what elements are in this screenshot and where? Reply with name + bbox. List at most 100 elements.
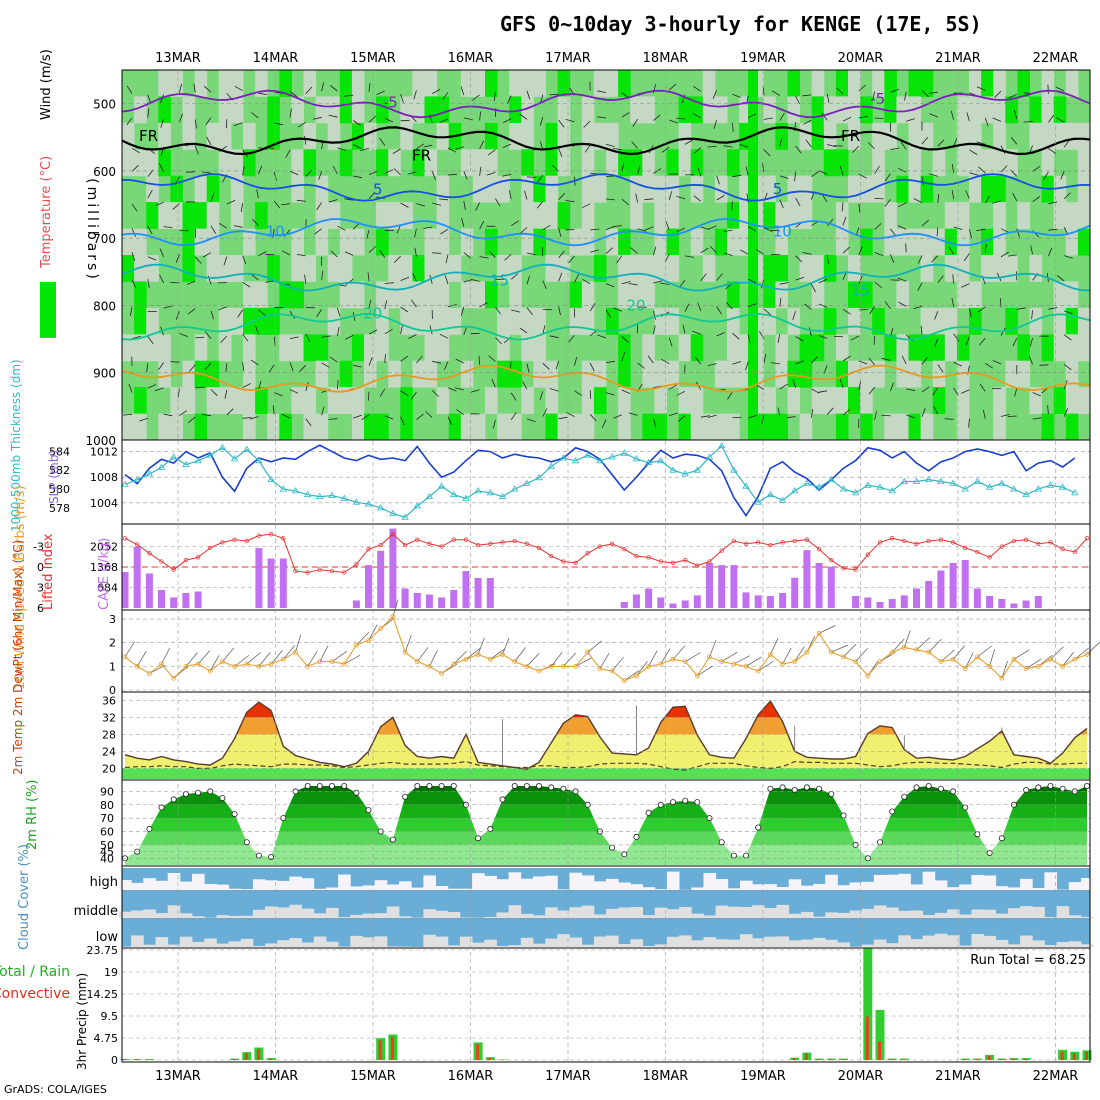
day-label-top: 19MAR [740,51,786,66]
rh-cell [1029,122,1043,150]
wind-barb [542,362,550,370]
wind-barb [852,145,860,153]
wind-barb [811,408,814,418]
thickness-point [632,455,641,462]
wind-barb [470,389,480,393]
wind-barb [233,122,243,126]
wind-barb [400,276,410,281]
precip-convective-bar [963,1059,967,1060]
rh-cell [678,387,692,414]
temp-area-mid [236,701,1087,735]
wind-barb [551,164,559,172]
rh-cell [654,307,667,335]
rh-cell [267,413,280,441]
wind-barb [384,415,394,420]
cloud-high-cell [472,873,485,890]
cloud-low-cell [691,940,704,947]
lifted-index-point [378,542,383,548]
wind10m-point [999,675,1005,681]
wind10m-point [719,659,725,664]
cloud-high-cell [143,878,156,890]
rh-cell [243,413,256,441]
wind-barb [976,86,986,91]
wind10m-barb [136,650,147,667]
rh-cell [956,413,970,441]
li-tick-label: 0 [37,561,44,574]
wind-barb [978,166,986,174]
wind-barb [613,414,622,419]
wind-barb [574,390,583,396]
wind-barb [163,413,173,417]
rh-cell [581,307,595,335]
rh-cell [351,413,365,441]
rh-cell [763,202,776,229]
cloud-low-cell [1020,935,1033,947]
wind-barb [953,387,959,396]
wind10m-barb [563,652,576,667]
lifted-index-point [719,548,724,553]
wind-barb [305,333,311,343]
cloud-middle-cell [581,905,595,918]
cloud-low-cell [447,945,461,947]
wind-barb [792,379,796,389]
rh-cell [315,360,329,388]
wind-barb [984,117,989,127]
wind-barb [1063,408,1069,417]
rh-cell [618,149,631,177]
rh-cell [799,175,813,203]
rh-cell [654,360,667,388]
rh-cell [618,334,631,362]
wind-barb [897,202,907,208]
rh-cell [969,149,982,177]
wind-barb [1016,307,1026,310]
thickness-point [1046,481,1055,488]
wind-barb [1007,415,1017,417]
rh2m-point [1035,784,1042,791]
rh-cell [400,413,413,441]
rh-cell [775,334,788,362]
rh-cell [182,202,196,229]
thickness-point [596,457,604,464]
wind-barb [210,225,217,234]
wind-barb [455,146,464,150]
wind-barb [1048,228,1058,231]
wind-barb [289,362,294,371]
rh-cell [884,228,897,256]
wind-barb [811,388,820,394]
wind10m-barb [928,639,942,653]
thickness-point [389,509,397,516]
rh-cell [327,202,341,229]
rh-cell [787,96,801,124]
rh2m-point [475,835,482,842]
wind10m-barb [587,640,603,653]
wind-barb [316,309,322,318]
wind-barb [676,227,686,233]
wind10m-point [585,649,591,655]
wind-barb [1063,334,1072,341]
wind-barb [992,200,1002,204]
rh-cell [884,334,897,362]
wind-barb [187,308,196,315]
cloud-middle-cell [386,906,400,918]
wind10m-barb [392,599,399,617]
isotherm-10 [121,217,1091,247]
rh-cell [1077,307,1091,335]
thickness-point [693,466,702,473]
wind-barb [969,149,978,155]
wind-barb [867,142,875,150]
lifted-index-point [293,568,298,574]
thickness-point [523,479,531,486]
wind-barb [539,116,544,126]
wind-barb [732,122,734,132]
cloud-low-cell [715,939,729,947]
day-label-bottom: 17MAR [545,1069,591,1084]
wind-barb [147,279,150,289]
cloud-low-cell [228,941,242,947]
wind-barb [669,119,678,124]
wind-barb [366,230,370,239]
wind-barb [479,221,484,230]
cloud-level-low: low [96,930,119,945]
rh-cell [376,413,389,441]
wind-barb [574,274,579,283]
wind-barb [470,279,480,282]
